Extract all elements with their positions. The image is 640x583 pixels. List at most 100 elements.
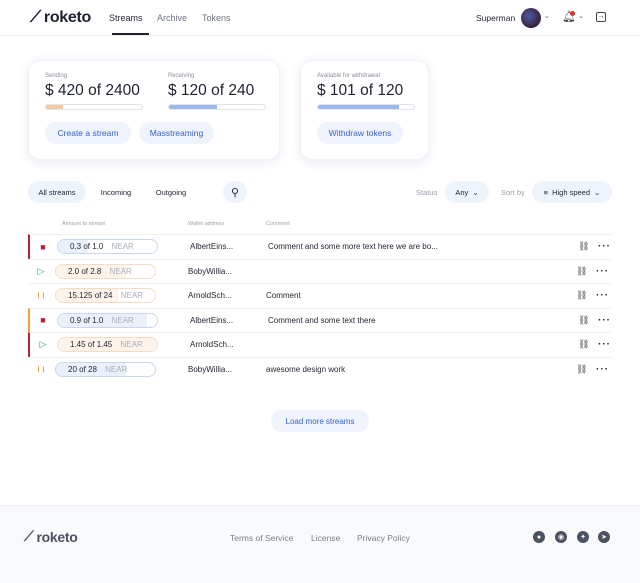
footer-logo[interactable]: ⟋ roketo [24,528,78,545]
amount-text: 0.3 of 1.0 [70,242,104,252]
amount-progress-fill [56,362,127,376]
notification-dot [570,11,575,16]
pause-icon[interactable]: ❙❙ [36,366,47,373]
token-unit: NEAR [105,364,128,374]
logo-icon: ⟋ [30,9,41,26]
balance-card: Sending $ 420 of 2400 Receiving $ 120 of… [28,60,280,160]
masstreaming-button[interactable]: Masstreaming [139,122,214,144]
wallet-address[interactable]: AlbertEins... [190,242,234,252]
create-stream-button[interactable]: Create a stream [45,122,131,144]
amount-progress-fill [58,338,157,352]
more-options-icon[interactable]: ··· [596,265,609,277]
col-comment: Comment [266,221,290,227]
tab-outgoing[interactable]: Outgoing [155,187,187,197]
search-icon[interactable]: ⚲ [223,181,247,203]
table-row[interactable]: ■ 0.3 of 1.0 NEAR AlbertEins... Comment … [28,234,612,259]
logo-icon: ⟋ [24,528,34,544]
amount-progress-fill [56,289,119,303]
wallet-address[interactable]: BobyWillia... [188,364,233,374]
token-unit: NEAR [120,340,143,350]
amount-progress: 15.125 of 24 NEAR [55,288,156,304]
more-options-icon[interactable]: ··· [596,290,609,302]
play-icon[interactable]: ▷ [37,265,45,276]
status-dropdown[interactable]: Any ⌄ [445,181,489,203]
telegram-icon[interactable]: ➤ [598,531,610,543]
sending-value: $ 420 of 2400 [45,82,140,99]
nav-streams[interactable]: Streams [109,13,143,23]
discord-icon[interactable]: ◉ [555,531,567,543]
link-icon[interactable]: ⛓ [576,363,588,374]
withdraw-tokens-button[interactable]: Withdraw tokens [317,122,403,144]
link-icon[interactable]: ⛓ [576,265,588,276]
token-unit: NEAR [120,291,143,301]
avatar[interactable] [521,8,541,28]
table-row[interactable]: ■ 0.9 of 1.0 NEAR AlbertEins... Comment … [28,307,612,332]
table-row[interactable]: ❙❙ 15.125 of 24 NEAR ArnoldSch... Commen… [28,283,612,308]
receiving-value: $ 120 of 240 [168,82,255,99]
link-icon[interactable]: ⛓ [578,241,590,252]
nav-archive[interactable]: Archive [157,13,188,23]
play-icon[interactable]: ▷ [39,339,47,350]
wallet-address[interactable]: ArnoldSch... [190,340,234,350]
tab-incoming[interactable]: Incoming [100,187,132,197]
link-icon[interactable]: ⛓ [578,314,590,325]
comment-text: Comment [266,291,301,301]
link-icon[interactable]: ⛓ [578,339,590,350]
tab-all-streams[interactable]: All streams [28,181,86,203]
logout-icon[interactable]: → [596,12,606,22]
withdraw-label: Available for withdrawal [317,73,380,79]
user-name[interactable]: Superman [476,13,516,23]
brand-logo[interactable]: ⟋ roketo [30,9,92,26]
wallet-address[interactable]: ArnoldSch... [188,291,232,301]
sort-icon: ≡ [543,187,549,197]
amount-progress: 0.9 of 1.0 NEAR [57,312,158,328]
comment-text: Comment and some text there [268,315,376,325]
amount-progress: 0.3 of 1.0 NEAR [57,239,158,255]
sort-dropdown[interactable]: ≡ High speed ⌄ [532,181,612,203]
receiving-progress [168,104,266,110]
wallet-address[interactable]: AlbertEins... [190,315,234,325]
withdraw-card: Available for withdrawal $ 101 of 120 Wi… [300,60,429,160]
table-row[interactable]: ❙❙ 20 of 28 NEAR BobyWillia... awesome d… [28,356,612,382]
amount-progress-fill [58,240,88,254]
token-unit: NEAR [111,242,134,252]
token-unit: NEAR [109,266,132,276]
more-options-icon[interactable]: ··· [596,363,609,375]
withdraw-value: $ 101 of 120 [317,82,404,99]
amount-progress-fill [56,264,127,278]
amount-text: 15.125 of 24 [68,291,113,301]
comment-text: awesome design work [266,364,346,374]
stop-icon[interactable]: ■ [40,241,46,252]
chevron-down-icon: ⌄ [594,187,601,197]
link-icon[interactable]: ⛓ [576,290,588,301]
amount-progress: 1.45 of 1.45 NEAR [57,337,158,353]
footer: ⟋ roketo Terms of Service License Privacy… [0,505,640,583]
nav-tokens[interactable]: Tokens [202,13,231,23]
more-options-icon[interactable]: ··· [598,241,611,253]
pause-icon[interactable]: ❙❙ [36,293,47,300]
table-row[interactable]: ▷ 2.0 of 2.8 NEAR BobyWillia... ⛓ ··· [28,258,612,284]
more-options-icon[interactable]: ··· [598,314,611,326]
receiving-label: Receiving [168,73,195,79]
load-more-button[interactable]: Load more streams [271,410,369,432]
license-link[interactable]: License [311,533,341,543]
amount-text: 0.9 of 1.0 [70,315,104,325]
terms-link[interactable]: Terms of Service [230,533,294,543]
github-icon[interactable]: ● [533,531,545,543]
stop-icon[interactable]: ■ [40,315,46,326]
amount-progress: 2.0 of 2.8 NEAR [55,263,156,279]
token-unit: NEAR [111,315,134,325]
privacy-link[interactable]: Privacy Policy [357,533,410,543]
nav-active-underline [112,33,149,35]
amount-text: 20 of 28 [68,364,97,374]
amount-progress-fill [58,313,148,327]
more-options-icon[interactable]: ··· [598,339,611,351]
col-amount: Amount to stream [62,221,106,227]
wallet-address[interactable]: BobyWillia... [188,266,233,276]
table-row[interactable]: ▷ 1.45 of 1.45 NEAR ArnoldSch... ⛓ ··· [28,332,612,357]
status-label: Status [416,188,438,197]
chevron-down-icon[interactable]: ⌄ [578,13,584,20]
sending-progress [45,104,143,110]
chevron-down-icon[interactable]: ⌄ [544,13,550,20]
twitter-icon[interactable]: ✦ [577,531,589,543]
